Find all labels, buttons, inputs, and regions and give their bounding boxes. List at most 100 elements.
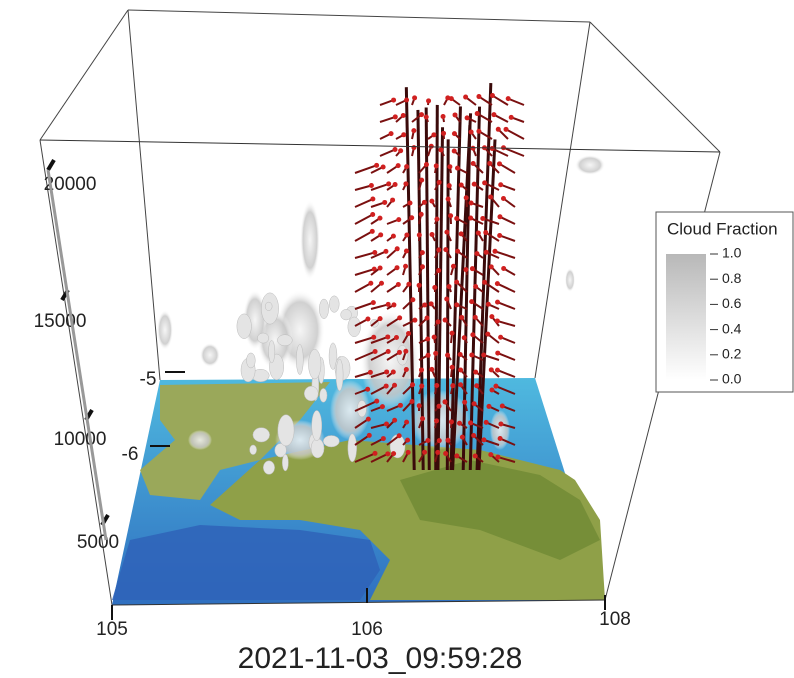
wind-arrow-head xyxy=(482,280,487,285)
wind-arrow-head xyxy=(391,98,396,103)
cloud xyxy=(397,345,408,365)
wind-arrow-head xyxy=(462,335,467,340)
wind-arrow-head xyxy=(471,161,476,166)
wind-arrow-head xyxy=(420,264,425,269)
updraft xyxy=(447,139,448,470)
wind-arrow-head xyxy=(480,216,485,221)
wind-arrow-head xyxy=(454,280,459,285)
wind-arrow-head xyxy=(432,335,437,340)
legend-title: Cloud Fraction xyxy=(667,219,778,238)
wind-arrow-head xyxy=(404,367,409,372)
wind-arrow-head xyxy=(458,367,463,372)
cloud xyxy=(188,430,212,450)
wind-arrow-head xyxy=(429,144,434,149)
wind-arrow-head xyxy=(368,281,373,286)
wind-arrow-head xyxy=(429,301,434,306)
wind-arrow-head xyxy=(455,249,460,254)
wind-arrow-head xyxy=(474,251,479,256)
wind-arrow-head xyxy=(409,215,414,220)
wind-arrow-head xyxy=(454,302,459,307)
cloud xyxy=(263,461,274,475)
wind-arrow-head xyxy=(404,164,409,169)
wind-arrow xyxy=(497,370,515,377)
wind-arrow xyxy=(500,217,515,224)
wind-arrow-head xyxy=(481,437,486,442)
wind-arrow-head xyxy=(429,367,434,372)
wind-arrow-head xyxy=(404,420,409,425)
wind-arrow-head xyxy=(392,418,397,423)
wind-arrow-head xyxy=(470,266,475,271)
wind-arrow-head xyxy=(437,438,442,443)
legend-tick-label: 1.0 xyxy=(722,245,742,261)
cloud xyxy=(575,155,605,175)
timestamp: 2021-11-03_09:59:28 xyxy=(238,642,523,675)
wind-arrow-head xyxy=(371,335,376,340)
wind-arrow-head xyxy=(497,214,502,219)
wind-arrow xyxy=(498,302,515,309)
wind-arrow-head xyxy=(469,200,474,205)
wind-arrow-head xyxy=(484,250,489,255)
z-tick-label: 10000 xyxy=(54,429,107,450)
wind-arrow-head xyxy=(393,182,398,187)
wind-arrow-head xyxy=(443,318,448,323)
wind-arrow-head xyxy=(493,249,498,254)
wind-arrow-head xyxy=(433,351,438,356)
wind-arrow-head xyxy=(476,129,481,134)
wind-arrow-head xyxy=(377,216,382,221)
color-bar xyxy=(666,254,706,380)
wind-arrow-head xyxy=(482,180,487,185)
wind-arrow-head xyxy=(450,331,455,336)
wind-arrow-head xyxy=(460,435,465,440)
wind-arrow-head xyxy=(380,404,385,409)
wind-arrow-head xyxy=(434,418,439,423)
wind-arrow-head xyxy=(481,352,486,357)
wind-arrow-head xyxy=(410,382,415,387)
wind-arrow-head xyxy=(490,93,495,98)
wind-arrow-head xyxy=(372,250,377,255)
cloud xyxy=(304,386,318,401)
wind-arrow-head xyxy=(459,183,464,188)
wind-arrow-head xyxy=(454,453,459,458)
wind-arrow xyxy=(497,321,515,326)
wind-arrow-head xyxy=(383,249,388,254)
wind-arrow-head xyxy=(449,96,454,101)
wind-arrow-head xyxy=(465,115,470,120)
wind-arrow-head xyxy=(422,200,427,205)
wind-arrow-head xyxy=(391,451,396,456)
wind-arrow-head xyxy=(443,247,448,252)
wind-arrow-head xyxy=(489,314,494,319)
wind-arrow-head xyxy=(434,383,439,388)
wind-arrow-head xyxy=(411,128,416,133)
wind-arrow-head xyxy=(419,367,424,372)
wind-arrow-head xyxy=(378,232,383,237)
wind-arrow-head xyxy=(447,164,452,169)
wind-arrow-head xyxy=(396,217,401,222)
wind-arrow-head xyxy=(501,266,506,271)
cloud xyxy=(200,343,220,367)
wind-arrow-head xyxy=(497,161,502,166)
wind-arrow-head xyxy=(395,246,400,251)
wind-arrow xyxy=(371,304,388,309)
wind-arrow xyxy=(355,303,373,309)
z-tick-label: 15000 xyxy=(34,311,87,332)
wind-arrow-head xyxy=(373,349,378,354)
wind-arrow-head xyxy=(500,404,505,409)
wind-arrow-head xyxy=(458,382,463,387)
wind-arrow-head xyxy=(489,387,494,392)
wind-arrow-head xyxy=(473,370,478,375)
wind-arrow-head xyxy=(391,302,396,307)
wind-arrow-head xyxy=(450,383,455,388)
cloud xyxy=(237,314,251,339)
cloud xyxy=(265,302,272,311)
wind-arrow-head xyxy=(381,436,386,441)
wind-arrow-head xyxy=(446,284,451,289)
wind-arrow-head xyxy=(405,438,410,443)
wind-arrow-head xyxy=(474,383,479,388)
cloud xyxy=(323,435,339,446)
wind-arrow-head xyxy=(404,249,409,254)
wind-arrow-head xyxy=(434,217,439,222)
wind-arrow-head xyxy=(419,212,424,217)
cloud xyxy=(282,454,288,471)
wind-arrow-head xyxy=(462,400,467,405)
wind-arrow-head xyxy=(385,334,390,339)
